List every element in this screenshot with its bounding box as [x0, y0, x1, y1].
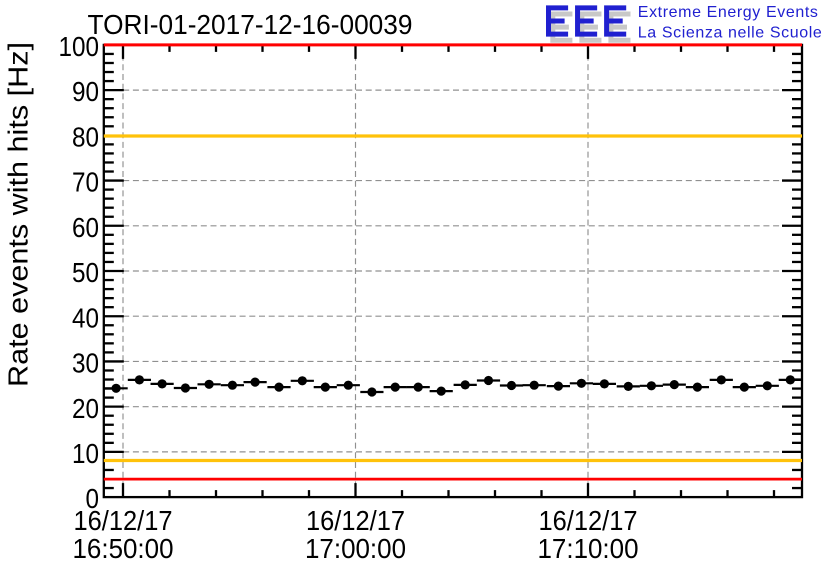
svg-text:17:00:00: 17:00:00 [305, 533, 406, 564]
svg-text:10: 10 [72, 438, 99, 469]
svg-text:40: 40 [72, 302, 99, 333]
svg-text:Rate events with hits [Hz]: Rate events with hits [Hz] [3, 42, 34, 387]
svg-text:TORI-01-2017-12-16-00039: TORI-01-2017-12-16-00039 [88, 9, 413, 40]
svg-text:0: 0 [86, 483, 100, 514]
svg-text:50: 50 [72, 257, 99, 288]
svg-text:60: 60 [72, 212, 99, 243]
svg-text:70: 70 [72, 167, 99, 198]
svg-text:30: 30 [72, 348, 99, 379]
svg-text:100: 100 [59, 31, 100, 62]
svg-text:Extreme Energy Events: Extreme Energy Events [638, 4, 819, 21]
svg-text:La Scienza nelle Scuole: La Scienza nelle Scuole [638, 24, 823, 41]
svg-text:80: 80 [72, 121, 99, 152]
svg-text:16/12/17: 16/12/17 [74, 505, 173, 536]
svg-text:17:10:00: 17:10:00 [538, 533, 639, 564]
svg-text:16/12/17: 16/12/17 [539, 505, 638, 536]
svg-text:20: 20 [72, 393, 99, 424]
svg-text:16/12/17: 16/12/17 [306, 505, 405, 536]
svg-text:16:50:00: 16:50:00 [73, 533, 174, 564]
svg-text:90: 90 [72, 76, 99, 107]
